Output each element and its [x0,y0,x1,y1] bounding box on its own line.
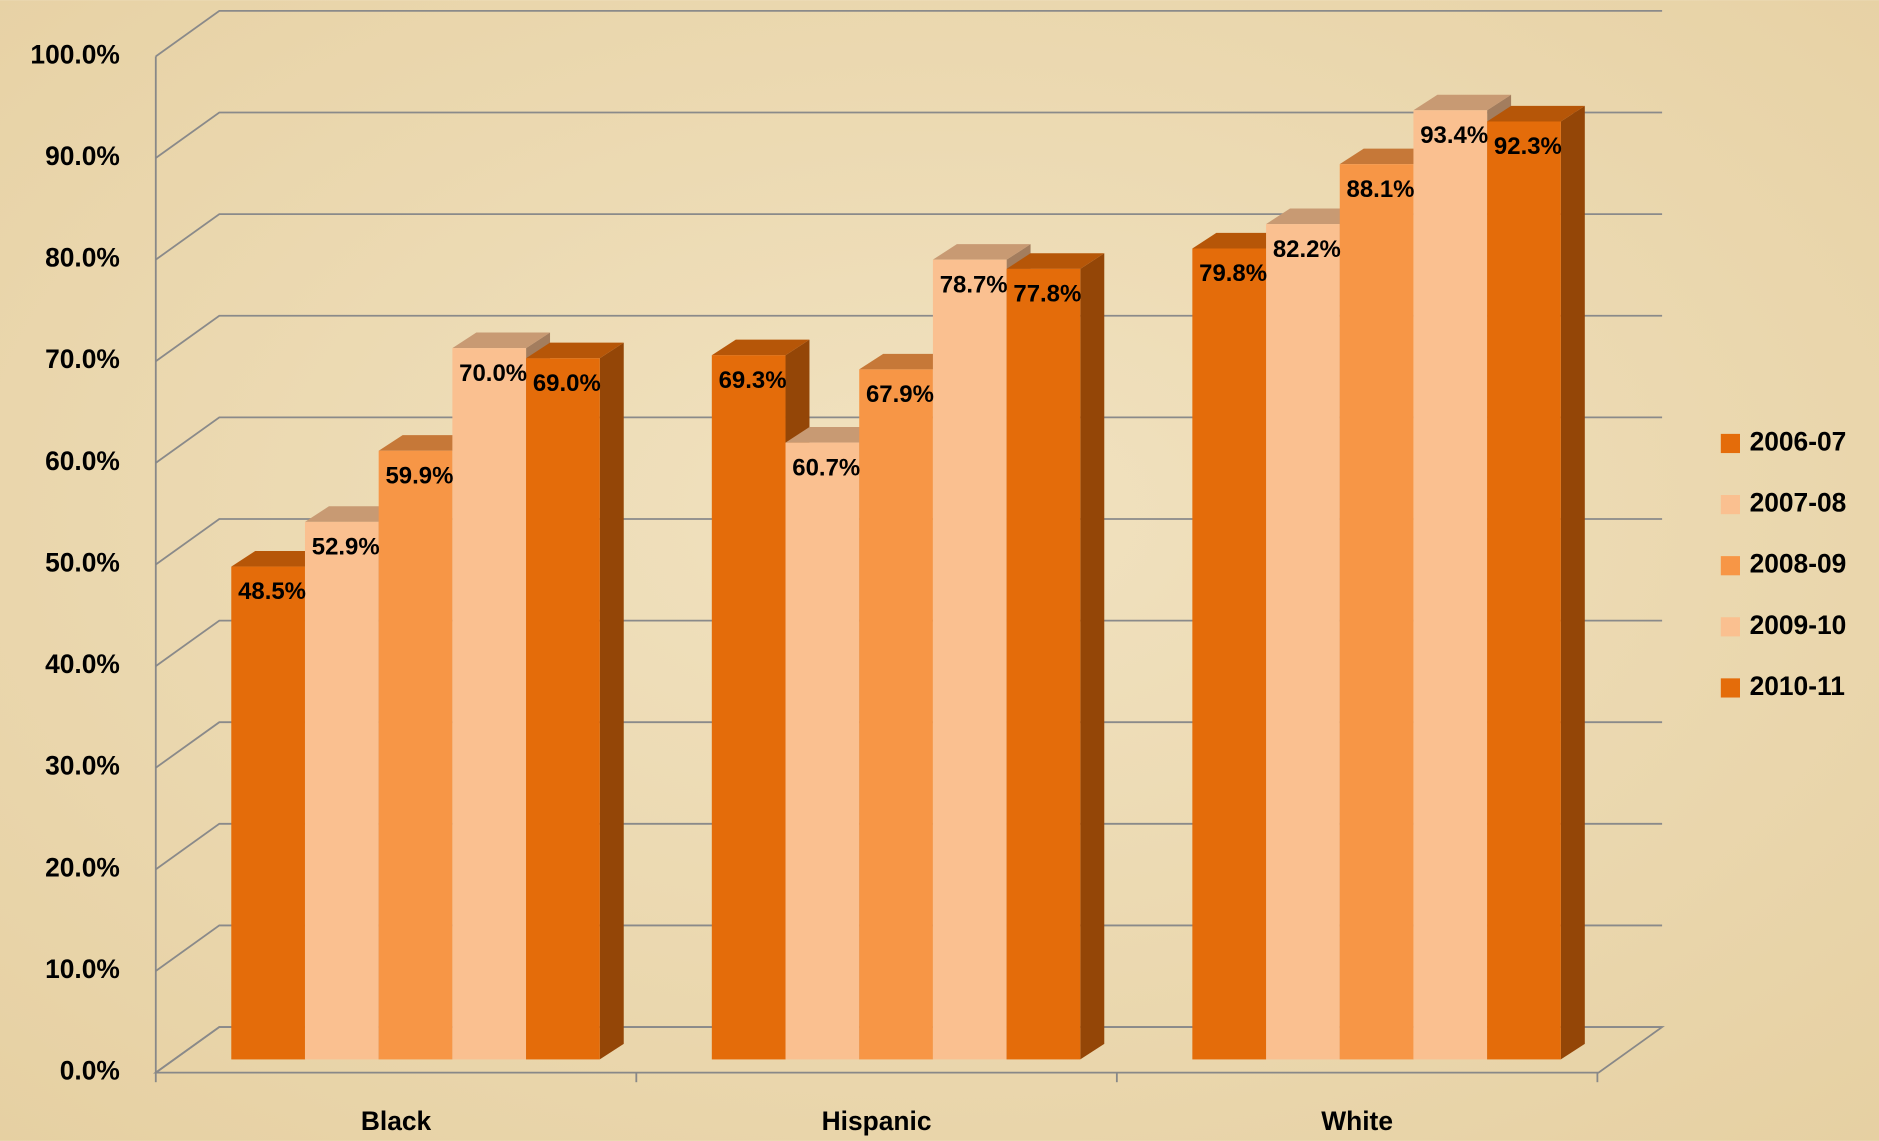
bar [1339,164,1414,1060]
y-tick-label: 50.0% [45,547,120,577]
y-tick-label: 40.0% [45,649,120,679]
grid-line [155,721,1663,769]
grid-line [155,314,1663,362]
legend-label: 2007-08 [1750,488,1847,518]
y-tick-label: 80.0% [45,243,120,273]
data-label: 70.0% [459,360,527,387]
y-tick-label: 60.0% [45,446,120,476]
bar-top [932,244,1031,260]
data-label: 77.8% [1013,281,1081,308]
data-label: 59.9% [385,462,453,489]
data-label: 79.8% [1199,260,1267,287]
bar [785,442,860,1060]
y-tick-label: 30.0% [45,751,120,781]
bar [711,355,786,1060]
grid-line [155,924,1663,972]
legend-swatch [1720,433,1740,454]
bar [1266,224,1340,1060]
legend-swatch [1720,495,1740,515]
grid-line [155,9,1663,58]
bar-top [1487,105,1585,122]
bar-top [859,353,957,370]
bar-top [785,427,884,443]
data-label: 48.5% [238,578,306,605]
grid-line [155,416,1663,464]
data-label: 93.4% [1420,122,1488,149]
bar [1192,248,1267,1060]
bar-top [1413,94,1512,111]
bar-top [231,550,329,567]
bar [231,566,305,1060]
x-tick-label: Black [361,1106,432,1136]
y-tick-label: 90.0% [45,141,120,171]
bar-top [1192,232,1291,249]
legend-label: 2006-07 [1750,426,1847,456]
legend-swatch [1720,617,1740,637]
grid-line [155,1026,1663,1074]
bar [1006,268,1081,1060]
bar [1413,110,1488,1060]
legend-swatch [1720,678,1740,698]
x-tick-label: White [1321,1106,1393,1136]
bar [378,450,453,1060]
legend-label: 2010-11 [1750,671,1845,701]
data-label: 52.9% [312,534,380,561]
grid-line [155,518,1663,566]
data-label: 60.7% [792,454,860,481]
y-tick-label: 100.0% [30,39,119,69]
data-label: 88.1% [1347,176,1415,203]
y-tick-label: 20.0% [45,852,120,882]
bar-top [452,332,551,349]
legend-label: 2008-09 [1750,549,1847,579]
data-label: 78.7% [940,271,1008,298]
grid-line [155,619,1663,667]
bar [304,521,379,1060]
y-tick-label: 10.0% [45,954,120,984]
bar-side [1080,253,1105,1060]
bar-top [526,342,624,359]
data-label: 69.0% [533,370,601,397]
bar-side [1560,105,1585,1060]
bar-top [1339,148,1438,165]
bar-top [1006,253,1105,269]
bar [859,369,933,1060]
legend-label: 2009-10 [1750,610,1847,640]
data-label: 92.3% [1494,133,1562,160]
data-label: 69.3% [719,367,787,394]
data-label: 67.9% [866,381,934,408]
bar [1487,121,1561,1060]
grid-line [155,213,1663,261]
y-tick-label: 70.0% [45,344,120,374]
bar-side [599,342,624,1060]
x-tick-label: Hispanic [822,1106,932,1136]
bar-top [711,339,810,356]
bar-top [1266,208,1364,225]
bar-top [304,506,403,522]
data-label: 82.2% [1273,236,1341,263]
legend-swatch [1720,556,1740,576]
bar [526,358,600,1060]
grid-line [155,111,1663,159]
y-tick-label: 0.0% [60,1056,120,1086]
grid-line [155,822,1663,871]
bar [452,348,527,1060]
bar-top [378,435,477,451]
bar [932,259,1007,1060]
